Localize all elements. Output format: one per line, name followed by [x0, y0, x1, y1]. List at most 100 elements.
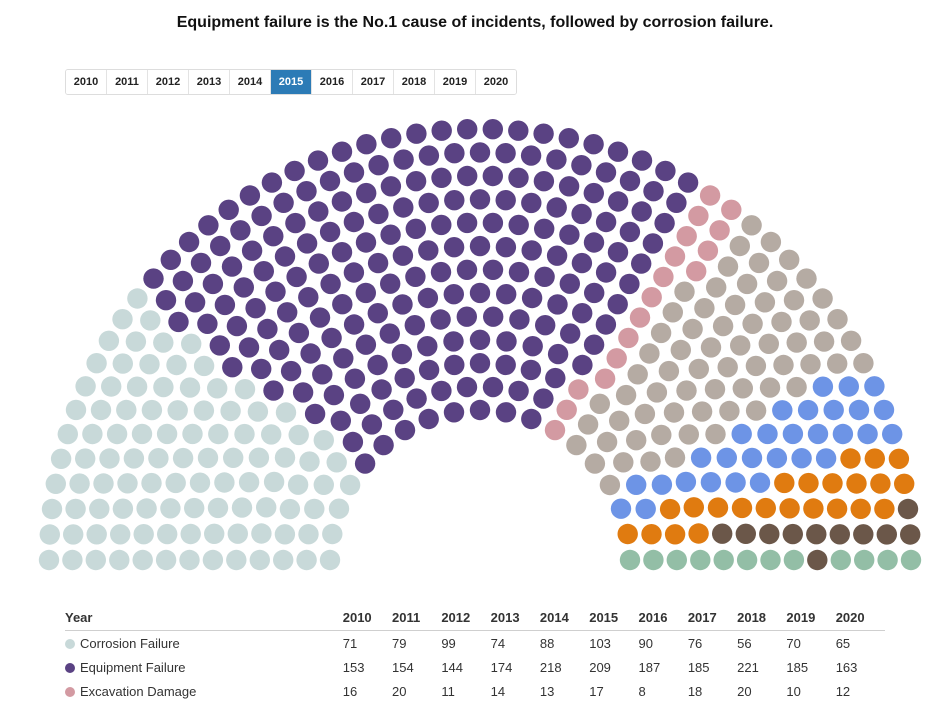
seat-dot-series-1[interactable] — [533, 388, 554, 409]
seat-dot-series-0[interactable] — [89, 498, 110, 519]
seat-dot-series-3[interactable] — [799, 310, 820, 331]
seat-dot-series-1[interactable] — [263, 380, 284, 401]
seat-dot-series-7[interactable] — [619, 549, 641, 571]
seat-dot-series-3[interactable] — [783, 290, 805, 311]
seat-dot-series-1[interactable] — [418, 408, 439, 430]
seat-dot-series-4[interactable] — [725, 472, 746, 493]
seat-dot-series-1[interactable] — [143, 268, 164, 289]
seat-dot-series-0[interactable] — [112, 498, 134, 519]
seat-dot-series-0[interactable] — [57, 423, 78, 445]
seat-dot-series-5[interactable] — [840, 448, 861, 469]
seat-dot-series-1[interactable] — [406, 388, 427, 409]
seat-dot-series-1[interactable] — [230, 220, 251, 241]
seat-dot-series-1[interactable] — [522, 336, 543, 357]
seat-dot-series-3[interactable] — [626, 430, 647, 451]
seat-dot-series-5[interactable] — [846, 473, 867, 494]
seat-dot-series-0[interactable] — [238, 472, 260, 493]
seat-dot-series-0[interactable] — [41, 498, 63, 520]
seat-dot-series-1[interactable] — [331, 191, 353, 212]
seat-dot-series-7[interactable] — [854, 549, 875, 571]
seat-dot-series-3[interactable] — [700, 337, 722, 358]
seat-dot-series-0[interactable] — [155, 549, 177, 571]
seat-dot-series-1[interactable] — [168, 311, 189, 333]
seat-dot-series-3[interactable] — [827, 309, 848, 330]
seat-dot-series-5[interactable] — [731, 497, 753, 519]
seat-dot-series-1[interactable] — [380, 176, 402, 197]
seat-dot-series-3[interactable] — [741, 215, 762, 236]
seat-dot-series-1[interactable] — [404, 315, 425, 336]
seat-dot-series-1[interactable] — [571, 252, 593, 274]
seat-dot-series-0[interactable] — [207, 378, 228, 399]
seat-dot-series-1[interactable] — [546, 197, 567, 218]
seat-dot-series-0[interactable] — [125, 331, 147, 352]
seat-dot-series-4[interactable] — [791, 448, 812, 469]
year-tab-2010[interactable]: 2010 — [66, 70, 107, 94]
seat-dot-series-5[interactable] — [803, 498, 824, 519]
seat-dot-series-1[interactable] — [443, 402, 465, 423]
seat-dot-series-0[interactable] — [85, 549, 107, 571]
seat-dot-series-1[interactable] — [343, 162, 365, 183]
seat-dot-series-1[interactable] — [533, 123, 554, 144]
seat-dot-series-3[interactable] — [577, 414, 599, 435]
seat-dot-series-0[interactable] — [141, 399, 163, 421]
seat-dot-series-1[interactable] — [367, 354, 388, 376]
seat-dot-series-4[interactable] — [873, 399, 895, 421]
seat-dot-series-2[interactable] — [606, 348, 627, 369]
year-tab-2014[interactable]: 2014 — [230, 70, 271, 94]
seat-dot-series-0[interactable] — [116, 399, 137, 421]
seat-dot-series-3[interactable] — [662, 302, 683, 323]
seat-dot-series-0[interactable] — [179, 377, 201, 398]
seat-dot-series-4[interactable] — [782, 423, 804, 445]
seat-dot-series-3[interactable] — [748, 252, 770, 274]
seat-dot-series-1[interactable] — [393, 197, 414, 218]
seat-dot-series-1[interactable] — [202, 273, 224, 295]
seat-dot-series-1[interactable] — [251, 205, 272, 227]
seat-dot-series-1[interactable] — [331, 141, 353, 162]
seat-dot-series-4[interactable] — [857, 423, 878, 445]
seat-dot-series-6[interactable] — [900, 524, 921, 545]
seat-dot-series-5[interactable] — [755, 497, 776, 519]
seat-dot-series-1[interactable] — [583, 182, 604, 204]
seat-dot-series-2[interactable] — [594, 368, 616, 389]
seat-dot-series-3[interactable] — [627, 364, 648, 385]
seat-dot-series-0[interactable] — [288, 424, 309, 446]
seat-dot-series-1[interactable] — [508, 120, 529, 141]
seat-dot-series-0[interactable] — [328, 498, 350, 519]
seat-dot-series-0[interactable] — [249, 549, 270, 571]
seat-dot-series-1[interactable] — [286, 266, 307, 288]
seat-dot-series-0[interactable] — [184, 497, 205, 519]
seat-dot-series-5[interactable] — [774, 472, 795, 494]
seat-dot-series-1[interactable] — [333, 348, 354, 369]
seat-dot-series-1[interactable] — [533, 171, 555, 192]
seat-dot-series-1[interactable] — [251, 358, 272, 380]
seat-dot-series-1[interactable] — [418, 359, 440, 381]
seat-dot-series-3[interactable] — [584, 453, 606, 474]
seat-dot-series-1[interactable] — [654, 212, 675, 234]
seat-dot-series-4[interactable] — [626, 474, 647, 495]
seat-dot-series-1[interactable] — [631, 150, 653, 171]
seat-dot-series-1[interactable] — [214, 294, 236, 316]
seat-dot-series-3[interactable] — [786, 376, 807, 398]
seat-dot-series-3[interactable] — [639, 343, 660, 364]
seat-dot-series-0[interactable] — [197, 447, 219, 469]
seat-dot-series-1[interactable] — [547, 343, 569, 365]
seat-dot-series-3[interactable] — [596, 431, 618, 453]
seat-dot-series-1[interactable] — [371, 379, 392, 400]
seat-dot-series-5[interactable] — [864, 448, 885, 469]
seat-dot-series-3[interactable] — [676, 380, 697, 401]
seat-dot-series-1[interactable] — [417, 287, 439, 309]
seat-dot-series-1[interactable] — [332, 294, 353, 315]
seat-dot-series-5[interactable] — [688, 523, 709, 544]
seat-dot-series-1[interactable] — [308, 201, 329, 222]
seat-dot-series-1[interactable] — [430, 261, 452, 283]
seat-dot-series-0[interactable] — [62, 524, 84, 545]
seat-dot-series-1[interactable] — [356, 182, 377, 204]
seat-dot-series-1[interactable] — [209, 335, 230, 356]
seat-dot-series-0[interactable] — [247, 401, 269, 422]
seat-dot-series-1[interactable] — [373, 434, 394, 456]
seat-dot-series-6[interactable] — [807, 549, 828, 571]
seat-dot-series-1[interactable] — [560, 323, 581, 344]
seat-dot-series-0[interactable] — [275, 402, 297, 423]
seat-dot-series-0[interactable] — [132, 549, 153, 571]
seat-dot-series-3[interactable] — [674, 281, 695, 302]
